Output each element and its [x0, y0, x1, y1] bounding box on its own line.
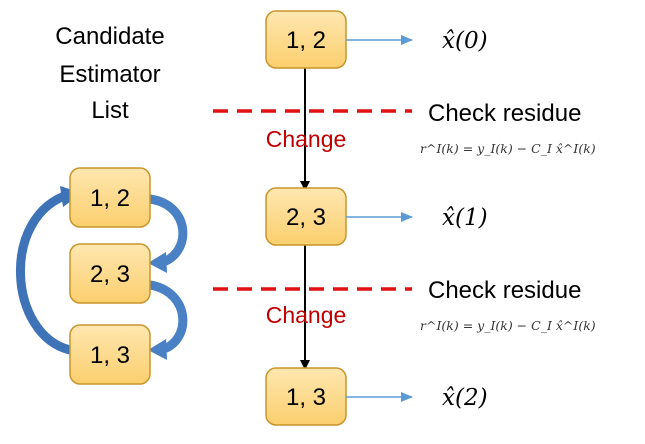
timeline-box-2: 2, 3 — [265, 187, 347, 246]
estimate-label-3: x̂(2) — [442, 385, 488, 411]
change-label-2: Change — [266, 302, 347, 328]
residue-formula-2: r^I(k) = y_I(k) − C_I x̂^I(k) — [420, 318, 596, 333]
cycle-box-2-label: 2, 3 — [90, 261, 130, 288]
estimate-label-1: x̂(0) — [442, 28, 488, 54]
cycle-box-1-label: 1, 2 — [90, 185, 130, 212]
cycle-box-3-label: 1, 3 — [90, 342, 130, 369]
timeline-box-2-label: 2, 3 — [286, 204, 326, 231]
check-residue-label-2: Check residue — [428, 277, 581, 304]
estimate-label-2: x̂(1) — [442, 205, 488, 231]
list-title-line-1: Candidate — [55, 23, 164, 50]
cycle-arrow-2-to-3 — [145, 280, 188, 355]
timeline-box-3-label: 1, 3 — [286, 384, 326, 411]
residue-formula-1: r^I(k) = y_I(k) − C_I x̂^I(k) — [420, 141, 596, 156]
list-title-line-3: List — [91, 97, 129, 124]
cycle-arrowhead-2-to-3 — [148, 339, 167, 360]
change-label-1: Change — [266, 126, 347, 152]
cycle-box-3: 1, 3 — [69, 324, 151, 385]
timeline-box-1-label: 1, 2 — [286, 27, 326, 54]
cycle-box-1: 1, 2 — [69, 167, 151, 228]
cycle-arrow-1-to-2 — [145, 194, 188, 268]
cycle-return-arrow — [15, 189, 75, 355]
timeline-box-3: 1, 3 — [265, 367, 347, 426]
check-residue-label-1: Check residue — [428, 100, 581, 127]
timeline-box-1: 1, 2 — [265, 10, 347, 69]
cycle-arrowhead-1-to-2 — [148, 252, 167, 273]
list-title-line-2: Estimator — [59, 61, 160, 88]
cycle-box-2: 2, 3 — [69, 243, 151, 304]
